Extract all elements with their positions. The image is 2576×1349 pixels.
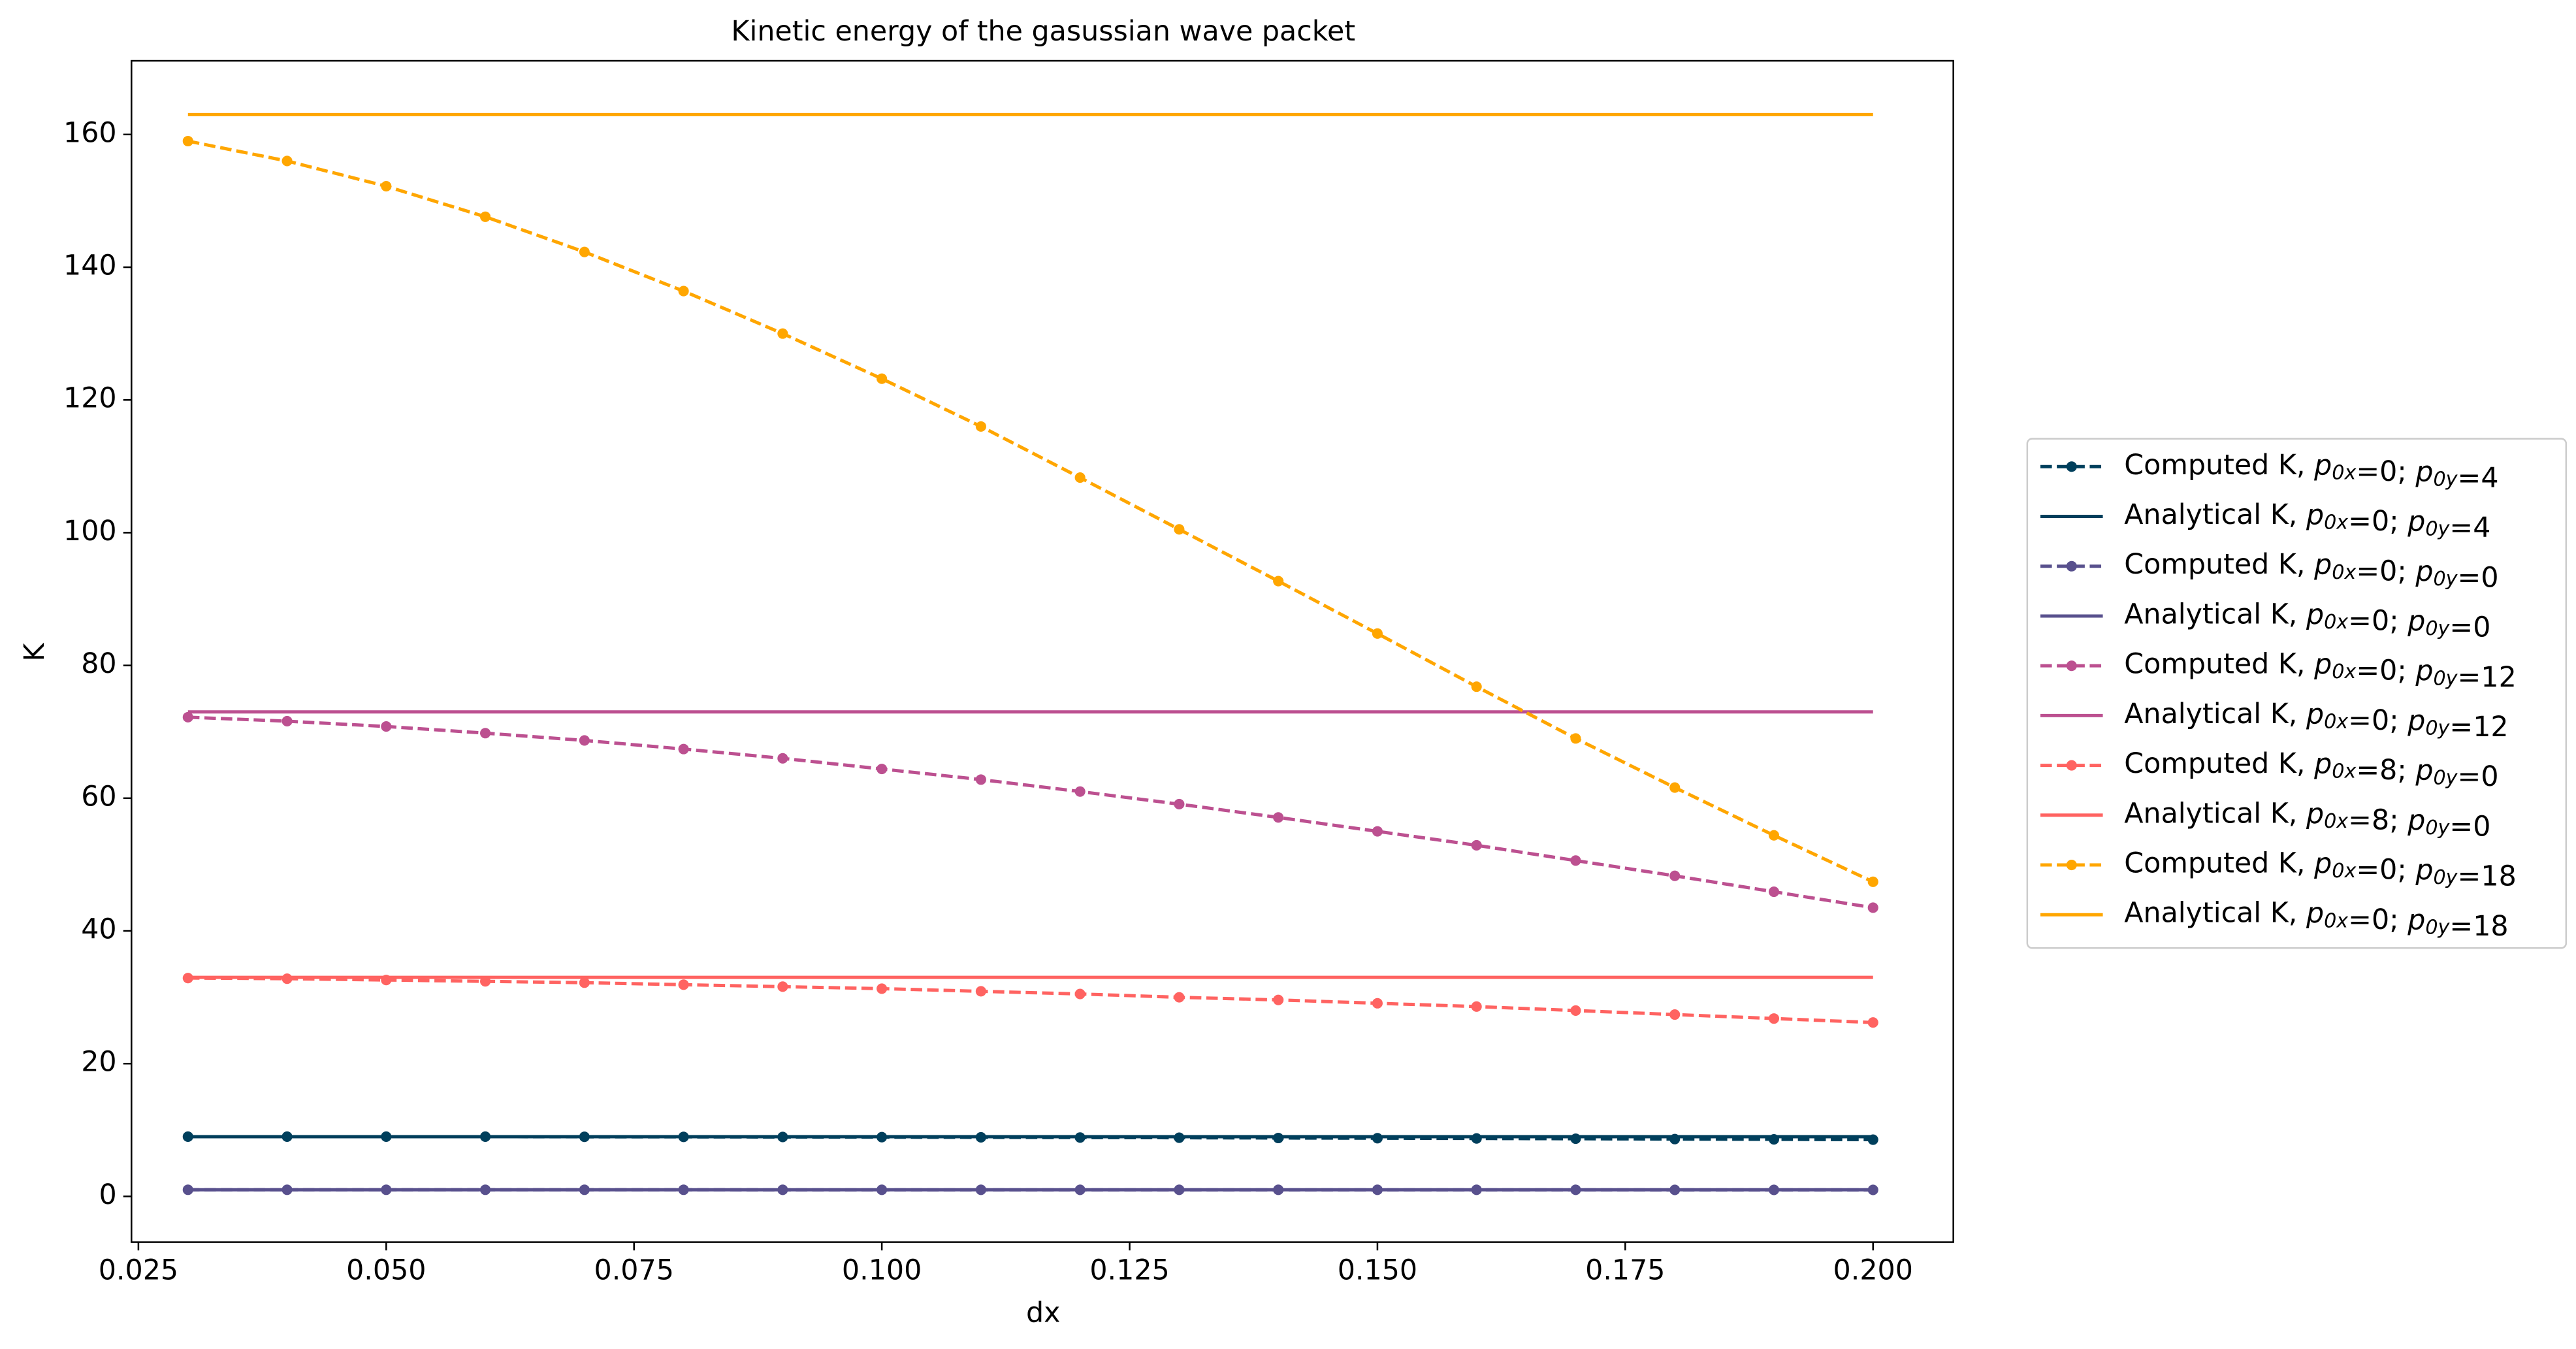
- data-point: [1570, 1005, 1581, 1016]
- data-point: [1471, 839, 1482, 851]
- data-point: [678, 743, 689, 755]
- data-point: [678, 285, 689, 297]
- y-tick-label: 20: [81, 1046, 116, 1079]
- legend-marker: [2066, 561, 2077, 572]
- data-point: [1273, 812, 1284, 823]
- legend-marker: [2066, 461, 2077, 472]
- data-point: [1570, 855, 1581, 866]
- y-axis-label: K: [18, 643, 51, 662]
- data-point: [282, 155, 293, 167]
- data-point: [480, 211, 491, 222]
- data-point: [877, 373, 888, 384]
- data-point: [777, 328, 788, 339]
- data-point: [1669, 870, 1681, 881]
- data-point: [1074, 786, 1086, 797]
- data-point: [1273, 576, 1284, 587]
- y-tick-label: 80: [81, 647, 116, 680]
- x-tick-label: 0.175: [1585, 1254, 1665, 1286]
- data-point: [1867, 876, 1878, 887]
- data-point: [1074, 988, 1086, 1000]
- x-tick-label: 0.125: [1089, 1254, 1169, 1286]
- data-point: [1372, 998, 1383, 1009]
- data-point: [1669, 1009, 1681, 1020]
- x-tick-label: 0.025: [99, 1254, 178, 1286]
- series-line: [187, 139, 1874, 884]
- data-point: [579, 735, 590, 746]
- plot-frame: [131, 59, 1954, 1243]
- legend-marker: [2066, 760, 2077, 771]
- series-line: [187, 715, 1874, 909]
- data-point: [877, 764, 888, 775]
- legend-marker: [2066, 859, 2077, 871]
- y-tick-label: 120: [63, 382, 117, 415]
- data-point: [282, 715, 293, 727]
- data-point: [1174, 798, 1185, 810]
- data-point: [1471, 1001, 1482, 1012]
- data-point: [1471, 1133, 1482, 1144]
- data-point: [480, 728, 491, 739]
- legend-box: [2026, 438, 2568, 949]
- data-point: [1768, 886, 1780, 898]
- data-point: [975, 986, 986, 997]
- data-point: [1273, 994, 1284, 1005]
- data-point: [182, 135, 193, 147]
- x-axis-label: dx: [1026, 1297, 1060, 1329]
- x-tick-label: 0.075: [594, 1254, 674, 1286]
- data-point: [1471, 681, 1482, 692]
- data-point: [381, 721, 392, 732]
- data-point: [975, 774, 986, 785]
- data-point: [1174, 992, 1185, 1003]
- data-point: [777, 981, 788, 992]
- data-point: [1867, 902, 1878, 913]
- x-tick-label: 0.050: [346, 1254, 426, 1286]
- data-point: [1867, 1017, 1878, 1028]
- data-point: [182, 711, 193, 723]
- data-point: [1372, 628, 1383, 639]
- data-point: [678, 979, 689, 990]
- x-tick-label: 0.200: [1833, 1254, 1913, 1286]
- data-point: [777, 753, 788, 764]
- data-point: [1372, 826, 1383, 837]
- data-point: [1669, 782, 1681, 793]
- legend-marker: [2066, 660, 2077, 672]
- y-tick-label: 160: [63, 116, 117, 149]
- data-point: [1074, 472, 1086, 483]
- x-tick-label: 0.150: [1338, 1254, 1417, 1286]
- chart-title: Kinetic energy of the gasussian wave pac…: [731, 15, 1355, 48]
- series-line: [187, 976, 1873, 1024]
- data-point: [381, 181, 392, 192]
- y-tick-label: 0: [99, 1178, 116, 1211]
- y-tick-label: 40: [81, 913, 116, 946]
- data-point: [1174, 524, 1185, 535]
- data-point: [579, 246, 590, 257]
- data-point: [877, 983, 888, 994]
- y-tick-label: 140: [63, 250, 117, 282]
- data-point: [1768, 1013, 1780, 1024]
- data-point: [1867, 1184, 1878, 1195]
- y-tick-label: 60: [81, 780, 116, 813]
- data-point: [1570, 733, 1581, 744]
- data-point: [975, 421, 986, 432]
- x-tick-label: 0.100: [842, 1254, 922, 1286]
- data-point: [1768, 830, 1780, 841]
- y-tick-label: 100: [63, 515, 117, 547]
- data-point: [579, 977, 590, 988]
